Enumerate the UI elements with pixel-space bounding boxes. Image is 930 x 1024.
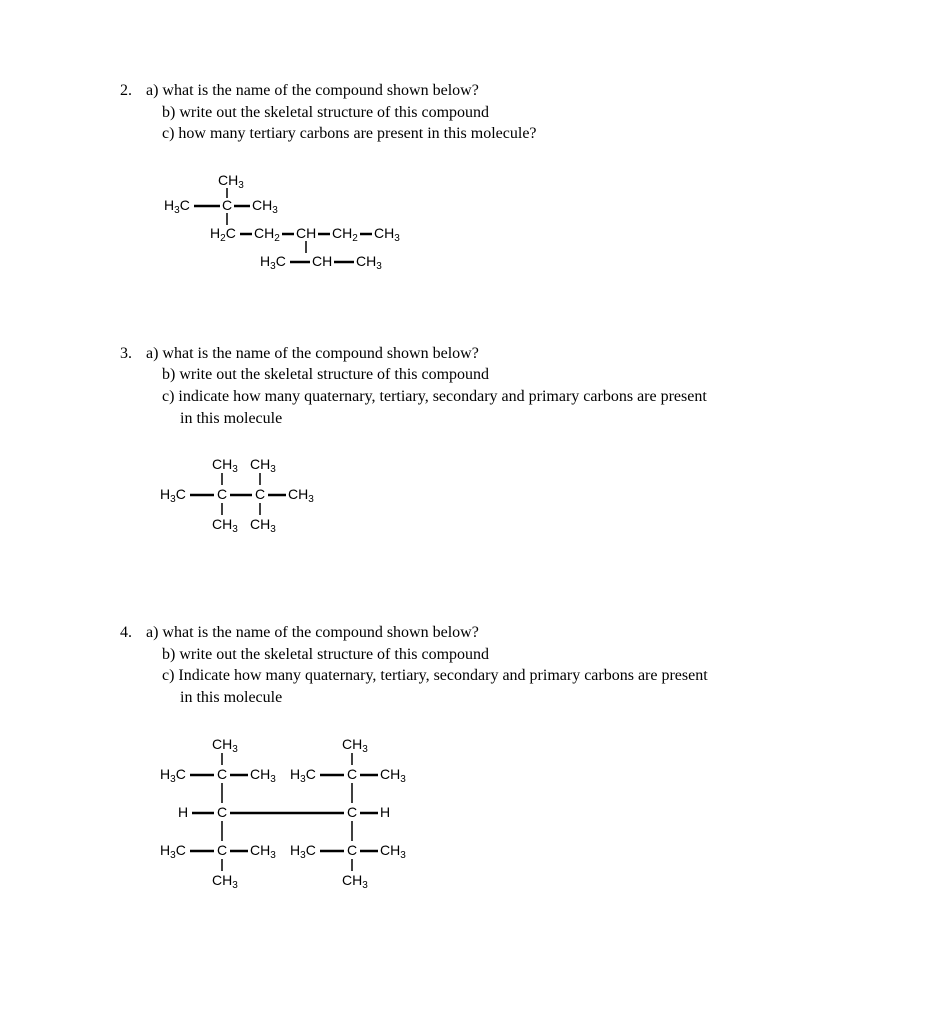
svg-text:CH3: CH3 xyxy=(380,766,406,785)
svg-text:C: C xyxy=(217,486,227,502)
q2-c-text: c) how many tertiary carbons are present… xyxy=(162,123,810,145)
svg-text:CH3: CH3 xyxy=(356,253,382,272)
svg-text:H3C: H3C xyxy=(260,253,286,272)
svg-text:H3C: H3C xyxy=(160,842,186,861)
q4-b-text: b) write out the skeletal structure of t… xyxy=(162,644,810,666)
q4-c2-text: in this molecule xyxy=(180,687,810,709)
svg-text:H3C: H3C xyxy=(290,766,316,785)
svg-text:C: C xyxy=(347,804,357,820)
svg-text:C: C xyxy=(217,804,227,820)
svg-text:CH3: CH3 xyxy=(212,457,238,475)
q4-number: 4. xyxy=(120,622,146,644)
svg-text:CH3: CH3 xyxy=(342,872,368,891)
svg-text:C: C xyxy=(347,766,357,782)
q2-a-text: a) what is the name of the compound show… xyxy=(146,80,479,102)
svg-text:H3C: H3C xyxy=(290,842,316,861)
question-3: 3. a) what is the name of the compound s… xyxy=(120,343,810,429)
structure-4: CH3 CH3 H3C C CH3 H3C C CH3 H C C H H3C … xyxy=(150,737,810,917)
svg-text:H: H xyxy=(178,804,188,820)
svg-text:CH3: CH3 xyxy=(342,737,368,755)
svg-text:CH3: CH3 xyxy=(252,197,278,216)
svg-text:C: C xyxy=(217,766,227,782)
svg-text:CH: CH xyxy=(312,253,332,269)
q3-c-text: c) indicate how many quaternary, tertiar… xyxy=(162,386,810,408)
q3-c2-text: in this molecule xyxy=(180,408,810,430)
structure-2: CH3 H3C C CH3 H2C CH2 CH CH2 CH3 H3C CH … xyxy=(150,173,810,303)
q2-b-text: b) write out the skeletal structure of t… xyxy=(162,102,810,124)
svg-text:C: C xyxy=(217,842,227,858)
svg-text:H3C: H3C xyxy=(164,197,190,216)
q4-a-text: a) what is the name of the compound show… xyxy=(146,622,479,644)
structure-3: CH3 CH3 H3C C C CH3 CH3 CH3 xyxy=(150,457,810,552)
q3-line-a: 3. a) what is the name of the compound s… xyxy=(120,343,810,365)
svg-text:H2C: H2C xyxy=(210,225,236,244)
svg-text:CH3: CH3 xyxy=(374,225,400,244)
svg-text:C: C xyxy=(255,486,265,502)
svg-text:CH3: CH3 xyxy=(250,457,276,475)
svg-text:CH2: CH2 xyxy=(254,225,280,244)
svg-text:CH3: CH3 xyxy=(212,516,238,535)
svg-text:CH3: CH3 xyxy=(288,486,314,505)
svg-text:H3C: H3C xyxy=(160,486,186,505)
q2-line-a: 2. a) what is the name of the compound s… xyxy=(120,80,810,102)
svg-text:CH3: CH3 xyxy=(380,842,406,861)
q3-a-text: a) what is the name of the compound show… xyxy=(146,343,479,365)
svg-text:H: H xyxy=(380,804,390,820)
svg-text:CH3: CH3 xyxy=(212,872,238,891)
q4-c-text: c) Indicate how many quaternary, tertiar… xyxy=(162,665,810,687)
q3-b-text: b) write out the skeletal structure of t… xyxy=(162,364,810,386)
question-2: 2. a) what is the name of the compound s… xyxy=(120,80,810,145)
svg-text:CH3: CH3 xyxy=(250,516,276,535)
question-4: 4. a) what is the name of the compound s… xyxy=(120,622,810,708)
svg-text:CH3: CH3 xyxy=(250,766,276,785)
svg-text:C: C xyxy=(222,197,232,213)
svg-text:CH3: CH3 xyxy=(218,173,244,191)
q2-number: 2. xyxy=(120,80,146,102)
svg-text:C: C xyxy=(347,842,357,858)
svg-text:CH3: CH3 xyxy=(250,842,276,861)
svg-text:CH2: CH2 xyxy=(332,225,358,244)
q3-number: 3. xyxy=(120,343,146,365)
svg-text:CH3: CH3 xyxy=(212,737,238,755)
q4-line-a: 4. a) what is the name of the compound s… xyxy=(120,622,810,644)
svg-text:CH: CH xyxy=(296,225,316,241)
svg-text:H3C: H3C xyxy=(160,766,186,785)
